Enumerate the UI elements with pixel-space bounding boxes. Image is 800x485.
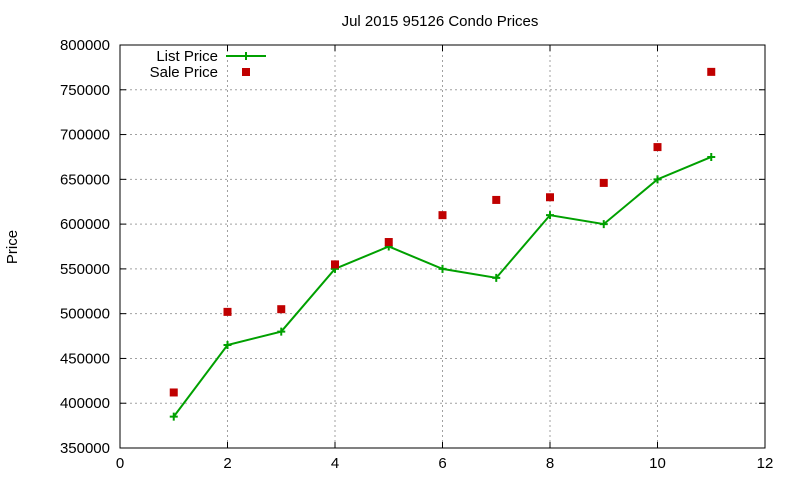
data-series [169, 67, 716, 421]
x-tick-label: 12 [757, 455, 774, 472]
y-tick-label: 400000 [60, 395, 110, 412]
sale-price-point [438, 211, 447, 220]
sale-price-point [653, 143, 662, 152]
grid-lines [120, 45, 765, 448]
list-price-point [223, 341, 232, 350]
sale-price-series [169, 67, 716, 397]
y-tick-label: 500000 [60, 306, 110, 323]
y-tick-label: 650000 [60, 171, 110, 188]
sale-price-point [169, 388, 178, 397]
y-tick-label: 550000 [60, 261, 110, 278]
y-tick-label: 600000 [60, 216, 110, 233]
list-price-point [438, 264, 447, 273]
list-price-point [653, 175, 662, 184]
sale-price-point [599, 178, 608, 187]
sale-price-point [223, 307, 232, 316]
x-tick-label: 0 [116, 455, 124, 472]
legend-label-sale-price: Sale Price [150, 64, 218, 81]
sale-price-point [492, 195, 501, 204]
list-price-point [599, 220, 608, 229]
chart-title: Jul 2015 95126 Condo Prices [342, 13, 539, 30]
y-tick-label: 450000 [60, 350, 110, 367]
y-axis-label: Price [4, 230, 21, 264]
plot-frame [119, 44, 766, 449]
list-price-point [492, 273, 501, 282]
sale-price-point [384, 238, 393, 247]
list-price-point [277, 327, 286, 336]
x-tick-label: 4 [331, 455, 339, 472]
list-price-point [546, 211, 554, 220]
list-price-point [169, 412, 178, 421]
x-tick-label: 6 [438, 455, 446, 472]
y-tick-label: 750000 [60, 82, 110, 99]
y-tick-label: 700000 [60, 127, 110, 144]
sale-price-point [277, 305, 286, 314]
y-tick-label: 800000 [60, 37, 110, 54]
sale-price-point [331, 260, 339, 269]
list-price-series [169, 152, 716, 421]
sale-price-point [546, 193, 554, 202]
legend-label-list-price: List Price [156, 48, 218, 65]
x-tick-label: 10 [649, 455, 666, 472]
legend-marker-sale-price [242, 68, 250, 76]
y-tick-label: 350000 [60, 440, 110, 457]
list-price-point [707, 152, 716, 161]
axis-tick-labels: 0 2 4 6 8 10 12 350000 400000 450000 500000 550000 6… [60, 37, 773, 472]
x-tick-label: 2 [223, 455, 231, 472]
x-tick-label: 8 [546, 455, 554, 472]
sale-price-point [707, 67, 716, 76]
legend-marker-list-price [242, 52, 250, 60]
